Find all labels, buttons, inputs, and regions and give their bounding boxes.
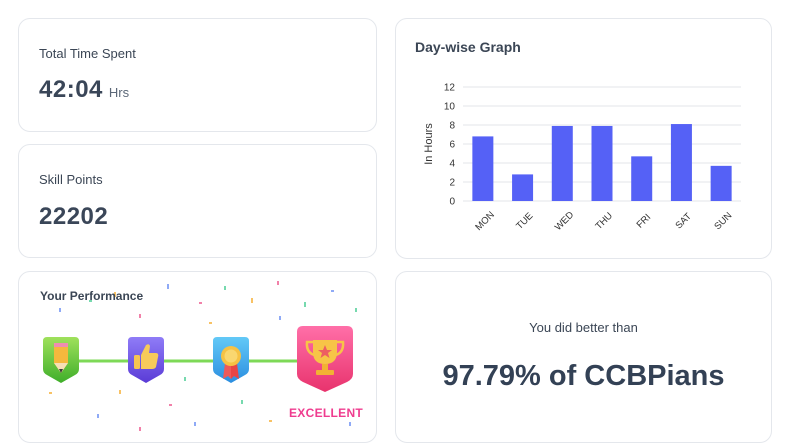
thumbs-up-badge-icon	[128, 337, 164, 383]
total-time-label: Total Time Spent	[39, 46, 136, 61]
x-tick-label: MON	[473, 209, 497, 233]
y-axis-label: In Hours	[423, 123, 435, 165]
x-tick-label: FRI	[635, 212, 654, 231]
y-tick-label: 0	[449, 197, 455, 208]
trophy-badge-icon	[297, 326, 353, 392]
percentile-card: You did better than 97.79% of CCBPians	[395, 271, 772, 443]
bar-thu	[591, 125, 613, 201]
y-tick-label: 8	[449, 121, 455, 132]
pencil-badge-icon	[43, 337, 79, 383]
total-time-value-wrap: 42:04 Hrs	[39, 76, 129, 104]
graph-title: Day-wise Graph	[415, 39, 521, 55]
performance-card: Your Performance EXCELLENT	[18, 271, 377, 443]
performance-title: Your Performance	[40, 289, 144, 303]
skill-points-value: 22202	[39, 203, 109, 230]
x-tick-label: THU	[593, 210, 615, 232]
y-tick-label: 2	[449, 178, 455, 189]
confetti-decoration	[49, 281, 357, 431]
skill-points-card: Skill Points 22202	[18, 144, 377, 258]
y-tick-label: 12	[444, 83, 456, 94]
bar-tue	[512, 174, 534, 201]
total-time-unit: Hrs	[108, 85, 130, 100]
total-time-card: Total Time Spent 42:04 Hrs	[18, 18, 377, 132]
y-tick-label: 10	[444, 102, 456, 113]
day-wise-bar-chart: 0 2 4 6 8 10 12 In Hours MON TUE WED THU FRI SAT SUN	[423, 83, 741, 233]
y-tick-label: 6	[449, 140, 455, 151]
percentile-intro: You did better than	[529, 320, 638, 335]
bar-mon	[472, 136, 494, 201]
x-tick-label: WED	[553, 209, 577, 233]
x-tick-label: TUE	[514, 211, 535, 232]
bar-fri	[631, 156, 653, 201]
y-tick-label: 4	[449, 159, 455, 170]
medal-badge-icon	[213, 337, 249, 383]
performance-level-label: EXCELLENT	[289, 406, 364, 420]
bar-sat	[670, 124, 692, 201]
bar-wed	[551, 125, 573, 201]
x-tick-label: SAT	[673, 211, 693, 231]
percentile-value: 97.79% of CCBPians	[442, 360, 725, 392]
x-tick-label: SUN	[712, 210, 734, 232]
skill-points-label: Skill Points	[39, 172, 103, 187]
day-wise-graph-card: Day-wise Graph 0 2 4 6 8 10 12 In Hours MON TUE WE…	[395, 18, 772, 259]
total-time-value: 42:04	[39, 76, 103, 103]
bar-sun	[710, 165, 732, 201]
